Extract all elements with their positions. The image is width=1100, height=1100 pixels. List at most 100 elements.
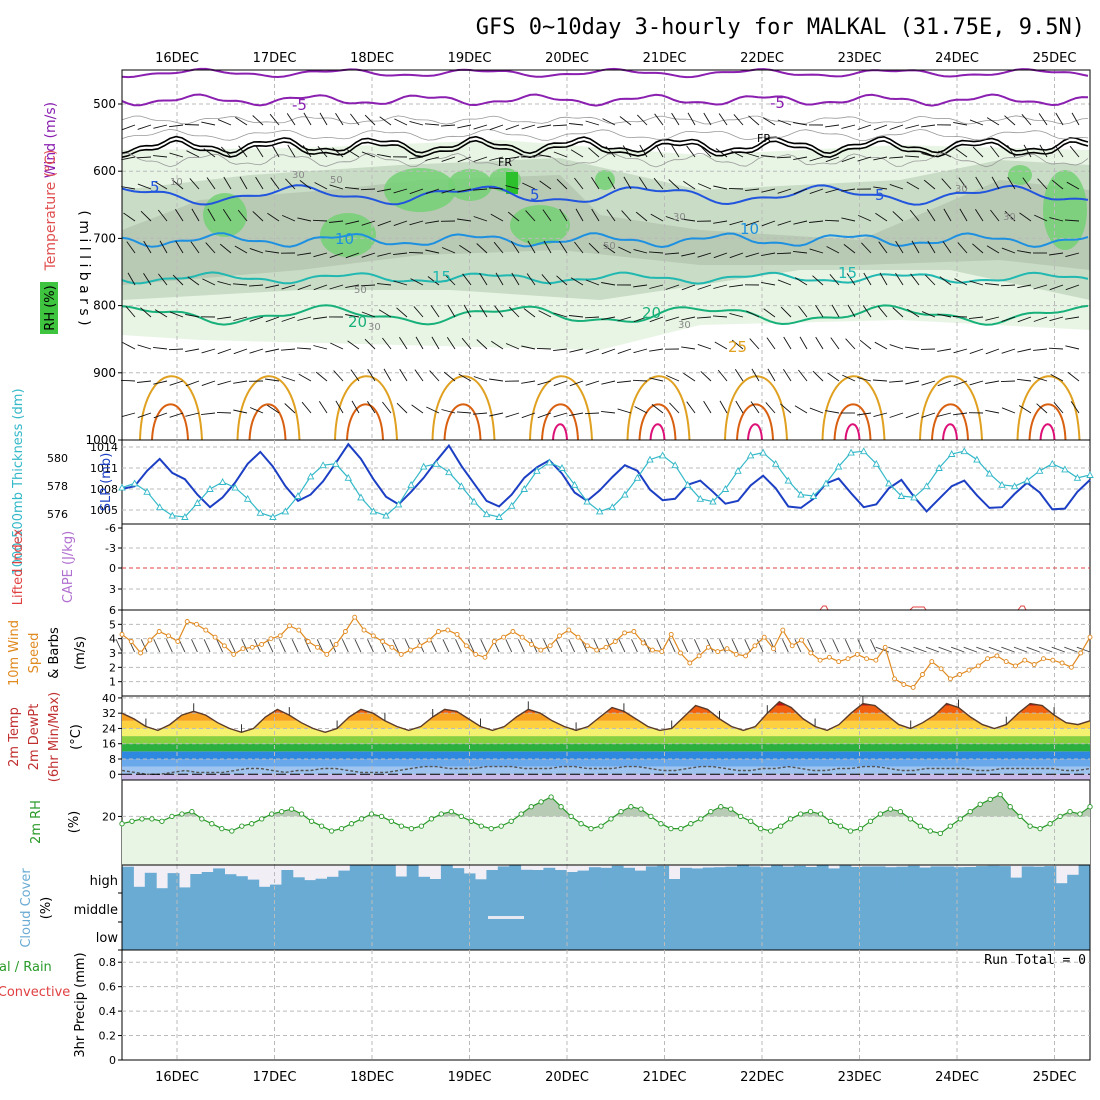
wind-barb (329, 284, 344, 290)
rh-contour-label: 30 (673, 212, 686, 223)
wind-barb (457, 218, 472, 222)
wind-barb (523, 308, 536, 318)
wind-barb (446, 337, 456, 350)
wind-barb (731, 639, 739, 653)
rh2m-point (239, 823, 245, 829)
wind-barb (233, 316, 248, 321)
wind-barb (537, 412, 552, 419)
wind-barb (341, 639, 349, 653)
thickness-point (432, 459, 441, 467)
wind-barb (793, 122, 808, 126)
wind-barb (303, 112, 312, 126)
rh2m-point (937, 830, 943, 837)
wind-barb (715, 148, 728, 158)
wind-barb (279, 639, 286, 653)
wind-barb (889, 412, 904, 418)
wind-point (1059, 660, 1065, 666)
wind-barb (921, 380, 936, 386)
wind-barb (904, 155, 920, 158)
wind-barb (713, 284, 728, 289)
cape-ylabel: CAPE (J/kg) (61, 531, 76, 603)
y-tick-label: 0.6 (99, 981, 117, 994)
wind-point (966, 667, 972, 673)
thickness-point (193, 499, 202, 506)
wind-barb (888, 646, 902, 653)
rh2m-point (768, 828, 774, 834)
isotherm (121, 184, 1089, 206)
wind-barb (734, 369, 744, 382)
rh2m-point (758, 825, 764, 832)
high-cloud-bar (771, 865, 783, 893)
wind-point (473, 651, 479, 657)
wind-barb (280, 348, 296, 351)
high-cloud-bar (839, 865, 852, 893)
wind-barb (472, 188, 488, 191)
wind-barb (744, 639, 752, 653)
wind-barb (767, 368, 776, 382)
wind-barb (223, 176, 232, 190)
wind-barb (201, 380, 216, 387)
wind-barb (120, 379, 136, 382)
wind-barb (425, 220, 440, 224)
isotherm-30 (931, 403, 969, 441)
slp-ylabel: SLP (mb) (99, 453, 114, 512)
thickness-point (533, 466, 541, 474)
wind-barb (780, 306, 792, 318)
rh2m-point (807, 808, 814, 815)
wind-barb (267, 212, 280, 222)
rh2m-point (259, 816, 265, 822)
wind-barb (297, 284, 312, 291)
isotherm-label: 5 (150, 178, 160, 196)
wind-barb (364, 114, 376, 126)
wind-barb (521, 412, 536, 419)
rh2m-point (777, 823, 784, 829)
wind-barb (559, 208, 568, 222)
wind-point (491, 639, 497, 644)
high-cloud-bar (1055, 883, 1068, 893)
wind-point (557, 633, 562, 639)
thickness-point (294, 492, 302, 499)
wind-barb (895, 272, 904, 286)
wind-barb (125, 306, 136, 318)
rh2m-point (448, 808, 454, 815)
wind-point (1031, 662, 1037, 667)
high-cloud-bar (930, 866, 943, 893)
rh-contour-label: 30 (368, 322, 381, 333)
wind-point (445, 627, 451, 633)
high-cloud-bar (440, 865, 453, 893)
wind-barb (216, 639, 224, 653)
wind-barb (921, 412, 936, 418)
wind-barb (857, 412, 872, 416)
wind-barb (941, 178, 952, 190)
wind-barb (1017, 378, 1032, 382)
rh-peak-area (506, 172, 518, 194)
wind-barb (140, 639, 148, 653)
date-label-top: 25DEC (1033, 51, 1077, 66)
wind-barb (713, 220, 728, 224)
wind-barb (207, 208, 216, 222)
wind-point (519, 634, 525, 640)
y-tick-label: 3 (109, 647, 116, 660)
wind-barb (361, 311, 376, 318)
thickness-point (243, 494, 252, 502)
wind-barb (281, 284, 296, 290)
wind-point (733, 651, 739, 657)
wind-barb (570, 277, 584, 286)
wind-barb (140, 210, 152, 222)
wind-barb (447, 304, 456, 318)
wind-barb (719, 400, 728, 414)
isotherm-label: 20 (348, 313, 367, 331)
wind-barb (317, 146, 328, 158)
wind-barb (601, 410, 616, 414)
wind-barb (318, 401, 328, 414)
wind-barb (361, 252, 376, 258)
thickness-point (985, 469, 994, 477)
wind-barb (267, 404, 280, 414)
date-label-bottom: 20DEC (545, 1070, 589, 1085)
wind-barb (636, 114, 648, 126)
wind-point (287, 623, 292, 629)
rh2m-point (558, 804, 564, 810)
wind-point (789, 643, 795, 649)
wind-barb (825, 124, 840, 128)
wind-barb (696, 316, 712, 319)
